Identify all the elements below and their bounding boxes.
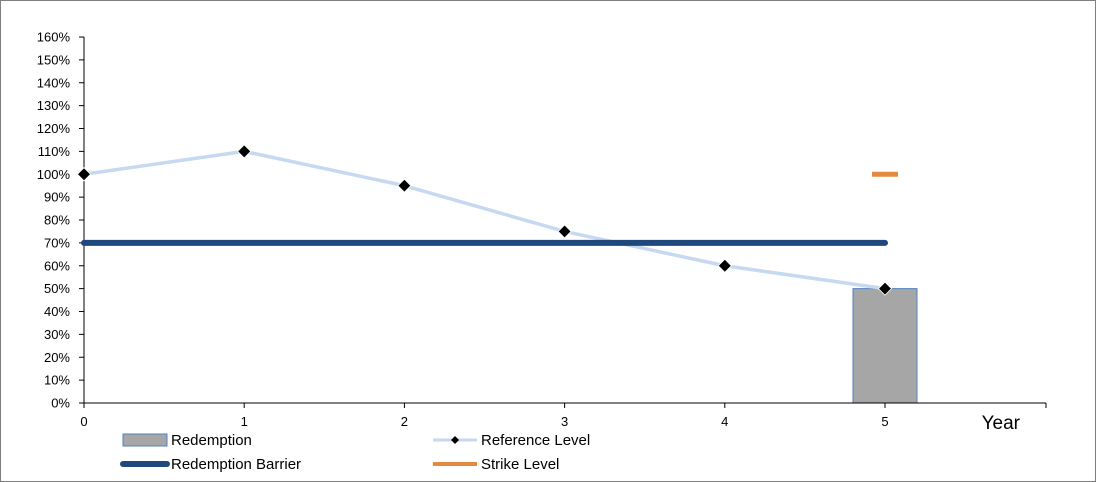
- x-tick-label: 5: [881, 414, 888, 429]
- x-tick-label: 0: [80, 414, 87, 429]
- y-tick-label: 10%: [44, 373, 70, 388]
- x-tick-label: 3: [561, 414, 568, 429]
- y-tick-label: 110%: [38, 144, 71, 159]
- y-tick-label: 60%: [44, 258, 70, 273]
- reference-level-marker: [237, 144, 252, 159]
- reference-level-marker: [557, 224, 572, 239]
- y-tick-label: 0%: [51, 396, 70, 411]
- redemption-bar: [852, 288, 918, 404]
- y-tick-label: 30%: [44, 327, 70, 342]
- x-tick-label: 1: [241, 414, 248, 429]
- legend: Redemption Reference Level Redemption Barr…: [120, 432, 590, 473]
- legend-label-strike-level: Strike Level: [481, 456, 559, 473]
- y-tick-label: 40%: [44, 304, 70, 319]
- y-tick-label: 50%: [44, 281, 70, 296]
- legend-marker-reference-level: [451, 436, 459, 444]
- y-tick-label: 20%: [44, 350, 70, 365]
- y-tick-label: 160%: [37, 30, 71, 45]
- reference-level-marker: [877, 281, 893, 296]
- plot-area: 0%10%20%30%40%50%60%70%80%90%100%110%120…: [37, 30, 1047, 429]
- reference-level-line: [83, 149, 886, 291]
- legend-label-reference-level: Reference Level: [481, 432, 590, 449]
- y-tick-label: 150%: [37, 52, 71, 67]
- legend-swatch-redemption: [122, 433, 168, 447]
- y-tick-label: 130%: [37, 98, 71, 113]
- y-tick-label: 120%: [37, 121, 71, 136]
- y-tick-label: 100%: [37, 167, 71, 182]
- x-tick-label: 2: [401, 414, 408, 429]
- x-tick-label: 4: [721, 414, 728, 429]
- y-tick-label: 70%: [44, 235, 70, 250]
- x-axis-title: Year: [982, 413, 1021, 434]
- legend-label-redemption-barrier: Redemption Barrier: [171, 456, 301, 473]
- reference-level-marker: [76, 167, 92, 182]
- y-tick-label: 90%: [44, 190, 70, 205]
- reference-level-marker: [397, 178, 412, 193]
- legend-label-redemption: Redemption: [171, 432, 252, 449]
- y-tick-label: 80%: [44, 213, 70, 228]
- y-tick-label: 140%: [37, 75, 71, 90]
- reference-level-marker: [717, 258, 732, 273]
